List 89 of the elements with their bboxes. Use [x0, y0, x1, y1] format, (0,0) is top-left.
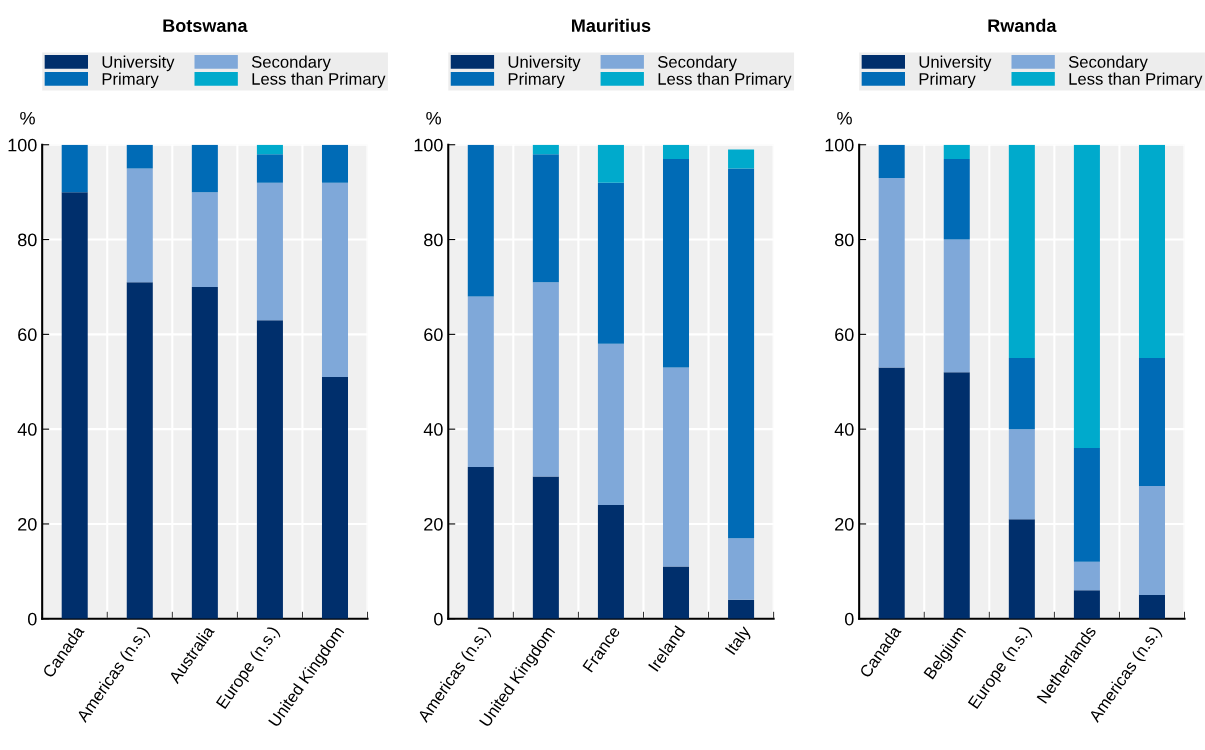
- y-tick-label: 100: [8, 138, 37, 152]
- bar: [532, 154, 559, 283]
- y-tick-label: 60: [424, 328, 443, 342]
- bar: [662, 158, 690, 368]
- y-axis-title: %: [837, 111, 852, 125]
- y-tick-label: 80: [18, 233, 37, 247]
- bar: [1073, 590, 1100, 619]
- bar: [943, 158, 970, 240]
- y-tick-label: 20: [424, 517, 443, 531]
- bar: [61, 144, 88, 193]
- legend-label: Primary: [919, 72, 976, 89]
- y-tick-label: 80: [835, 233, 854, 247]
- legend-label: Secondary: [1068, 55, 1148, 72]
- bar: [943, 144, 970, 159]
- bar: [321, 144, 348, 183]
- bar: [878, 177, 905, 368]
- bar: [943, 239, 970, 373]
- bar: [943, 372, 970, 619]
- chart-title: Botswana: [163, 19, 248, 33]
- bar: [256, 320, 283, 619]
- bar: [662, 566, 690, 619]
- bar: [256, 154, 283, 183]
- bar: [1008, 429, 1035, 520]
- bar: [1138, 144, 1165, 359]
- legend-label: Secondary: [251, 55, 331, 72]
- y-tick-label: 40: [423, 423, 443, 436]
- y-tick-label: 20: [835, 517, 854, 531]
- bar: [467, 144, 494, 297]
- bar: [191, 286, 218, 619]
- legend-label: University: [102, 55, 175, 72]
- bar: [878, 144, 905, 178]
- y-axis-title: %: [20, 111, 35, 125]
- y-tick-label: 100: [825, 138, 854, 152]
- bar: [1008, 519, 1035, 619]
- legend-label: Less than Primary: [658, 72, 792, 89]
- bar: [728, 599, 755, 619]
- bar: [126, 282, 153, 619]
- chart-title: Rwanda: [988, 18, 1057, 33]
- bar: [1138, 595, 1165, 619]
- bar: [728, 538, 755, 600]
- bar: [532, 282, 559, 477]
- legend-label: Primary: [102, 72, 159, 89]
- y-tick-label: 80: [424, 233, 443, 247]
- bar: [467, 296, 494, 468]
- bar: [321, 377, 348, 619]
- bar: [532, 144, 559, 155]
- bar: [191, 144, 218, 193]
- bar: [662, 367, 690, 567]
- bar: [728, 149, 755, 169]
- bar: [256, 182, 283, 321]
- y-tick-label: 0: [844, 612, 854, 626]
- bar: [878, 367, 905, 619]
- bar: [1008, 144, 1035, 359]
- bar: [597, 504, 624, 619]
- y-tick-label: 100: [414, 138, 443, 152]
- bar: [467, 467, 494, 619]
- bar: [61, 192, 88, 619]
- bar: [256, 144, 283, 155]
- legend-label: Primary: [508, 72, 565, 89]
- bar: [662, 144, 690, 159]
- bar: [1073, 448, 1100, 562]
- bar: [191, 192, 218, 287]
- bar: [321, 182, 348, 378]
- legend-label: University: [508, 55, 581, 72]
- legend-label: Less than Primary: [252, 72, 386, 89]
- legend-label: University: [919, 55, 992, 72]
- y-tick-label: 0: [434, 612, 443, 626]
- y-tick-label: 20: [18, 517, 37, 531]
- y-tick-label: 40: [834, 423, 854, 436]
- bar: [1073, 561, 1100, 591]
- y-axis-title: %: [426, 111, 441, 125]
- legend-label: Less than Primary: [1069, 72, 1203, 89]
- y-tick-label: 0: [27, 612, 37, 626]
- bar: [728, 168, 755, 539]
- bar: [1138, 486, 1165, 596]
- y-tick-label: 40: [17, 423, 37, 436]
- bar: [1138, 358, 1165, 487]
- y-tick-label: 60: [835, 328, 854, 342]
- bar: [597, 144, 624, 183]
- y-tick-label: 60: [18, 328, 37, 342]
- bar: [1073, 144, 1100, 449]
- bar: [597, 182, 624, 344]
- bar: [1008, 358, 1035, 430]
- bar: [126, 168, 153, 283]
- bar: [126, 144, 153, 169]
- legend-label: Secondary: [658, 55, 737, 72]
- chart-title: Mauritius: [572, 18, 651, 33]
- bar: [532, 476, 559, 619]
- bar: [597, 343, 624, 505]
